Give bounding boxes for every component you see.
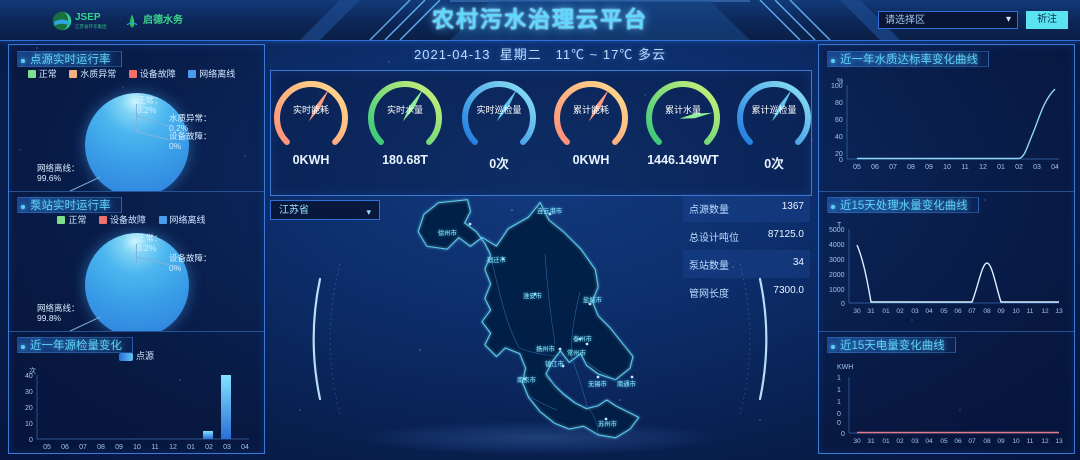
svg-text:扬州市: 扬州市 — [536, 344, 555, 353]
svg-text:30: 30 — [853, 438, 861, 445]
svg-text:04: 04 — [925, 308, 933, 315]
svg-text:20: 20 — [25, 405, 33, 412]
svg-text:100: 100 — [831, 83, 843, 90]
svg-text:05: 05 — [853, 164, 861, 171]
svg-text:KWH: KWH — [837, 364, 853, 371]
svg-text:镇江市: 镇江市 — [545, 359, 564, 368]
svg-text:12: 12 — [1041, 438, 1049, 445]
svg-text:04: 04 — [241, 444, 249, 451]
svg-text:13: 13 — [1055, 308, 1063, 315]
svg-text:13: 13 — [1055, 438, 1063, 445]
svg-text:03: 03 — [223, 444, 231, 451]
svg-text:10: 10 — [943, 164, 951, 171]
svg-text:30: 30 — [25, 389, 33, 396]
svg-text:徐州市: 徐州市 — [438, 228, 457, 237]
svg-text:40: 40 — [835, 134, 843, 141]
svg-text:01: 01 — [882, 438, 890, 445]
svg-text:02: 02 — [896, 438, 904, 445]
svg-text:5000: 5000 — [829, 227, 845, 234]
svg-text:12: 12 — [979, 164, 987, 171]
svg-text:10: 10 — [1012, 438, 1020, 445]
svg-text:03: 03 — [911, 438, 919, 445]
svg-text:盐城市: 盐城市 — [583, 295, 602, 304]
svg-text:03: 03 — [1033, 164, 1041, 171]
svg-text:02: 02 — [205, 444, 213, 451]
svg-text:04: 04 — [1051, 164, 1059, 171]
svg-text:南通市: 南通市 — [617, 379, 636, 388]
svg-text:3000: 3000 — [829, 257, 845, 264]
svg-text:07: 07 — [79, 444, 87, 451]
svg-text:01: 01 — [187, 444, 195, 451]
svg-text:80: 80 — [835, 100, 843, 107]
svg-text:08: 08 — [983, 438, 991, 445]
svg-text:宿迁市: 宿迁市 — [487, 255, 506, 264]
svg-text:07: 07 — [968, 438, 976, 445]
svg-text:0: 0 — [29, 437, 33, 444]
svg-text:12: 12 — [169, 444, 177, 451]
svg-text:09: 09 — [925, 164, 933, 171]
svg-text:08: 08 — [983, 308, 991, 315]
svg-text:0: 0 — [837, 420, 841, 427]
svg-text:08: 08 — [907, 164, 915, 171]
svg-text:2000: 2000 — [829, 272, 845, 279]
svg-text:05: 05 — [940, 438, 948, 445]
svg-text:0: 0 — [841, 431, 845, 438]
svg-text:泰州市: 泰州市 — [573, 334, 592, 343]
svg-text:09: 09 — [997, 438, 1005, 445]
svg-text:1: 1 — [837, 387, 841, 394]
svg-text:01: 01 — [882, 308, 890, 315]
svg-text:40: 40 — [25, 373, 33, 380]
svg-text:常州市: 常州市 — [567, 348, 586, 357]
svg-text:01: 01 — [997, 164, 1005, 171]
svg-text:10: 10 — [133, 444, 141, 451]
svg-text:0: 0 — [837, 411, 841, 418]
svg-text:08: 08 — [97, 444, 105, 451]
svg-text:31: 31 — [867, 308, 875, 315]
svg-text:07: 07 — [968, 308, 976, 315]
svg-text:11: 11 — [1027, 438, 1034, 445]
svg-text:09: 09 — [997, 308, 1005, 315]
svg-text:11: 11 — [151, 444, 158, 451]
svg-text:无锡市: 无锡市 — [588, 379, 607, 388]
svg-text:09: 09 — [115, 444, 123, 451]
svg-text:苏州市: 苏州市 — [598, 419, 617, 428]
svg-text:淮安市: 淮安市 — [523, 291, 542, 300]
svg-text:30: 30 — [853, 308, 861, 315]
svg-text:1: 1 — [837, 375, 841, 382]
svg-text:1: 1 — [837, 399, 841, 406]
svg-text:0: 0 — [841, 301, 845, 308]
svg-text:11: 11 — [961, 164, 968, 171]
svg-text:06: 06 — [61, 444, 69, 451]
svg-text:连云港市: 连云港市 — [537, 206, 562, 215]
svg-text:06: 06 — [871, 164, 879, 171]
svg-text:03: 03 — [911, 308, 919, 315]
svg-text:10: 10 — [25, 421, 33, 428]
svg-text:31: 31 — [867, 438, 875, 445]
svg-text:05: 05 — [43, 444, 51, 451]
svg-text:0: 0 — [839, 157, 843, 164]
svg-text:南京市: 南京市 — [517, 375, 536, 384]
svg-text:10: 10 — [1012, 308, 1020, 315]
svg-text:06: 06 — [954, 438, 962, 445]
svg-text:1000: 1000 — [829, 287, 845, 294]
svg-text:11: 11 — [1027, 308, 1034, 315]
svg-text:05: 05 — [940, 308, 948, 315]
svg-text:07: 07 — [889, 164, 897, 171]
svg-text:12: 12 — [1041, 308, 1049, 315]
svg-text:60: 60 — [835, 117, 843, 124]
svg-text:02: 02 — [896, 308, 904, 315]
svg-text:4000: 4000 — [829, 242, 845, 249]
svg-text:02: 02 — [1015, 164, 1023, 171]
svg-text:04: 04 — [925, 438, 933, 445]
svg-text:06: 06 — [954, 308, 962, 315]
